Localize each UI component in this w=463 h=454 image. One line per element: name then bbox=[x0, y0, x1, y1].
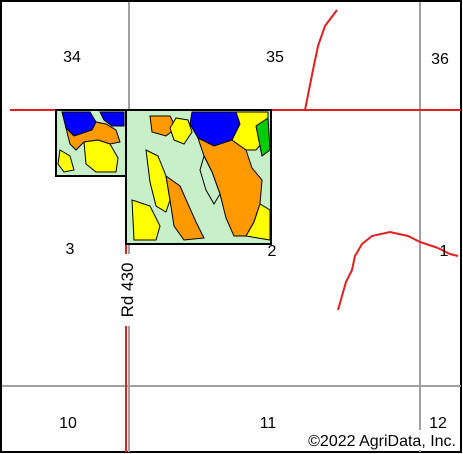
road-label-group: Rd 430 bbox=[117, 254, 137, 326]
section-label-3: 3 bbox=[66, 241, 75, 258]
section-label-1: 1 bbox=[440, 243, 449, 260]
soil-yellow-main-5 bbox=[245, 203, 271, 241]
soil-green-main bbox=[255, 117, 271, 157]
soil-blue-west-2 bbox=[99, 111, 125, 127]
soil-orange-west bbox=[65, 121, 121, 151]
section-label-11: 11 bbox=[260, 415, 277, 432]
road-label: Rd 430 bbox=[118, 263, 137, 318]
field-west bbox=[55, 109, 127, 177]
field-main bbox=[125, 109, 272, 245]
copyright-text: ©2022 AgriData, Inc. bbox=[308, 433, 456, 450]
copyright-bg bbox=[238, 430, 460, 450]
section-label-35: 35 bbox=[266, 49, 284, 66]
creek-north bbox=[304, 9, 338, 111]
soil-yellow-west-2 bbox=[57, 149, 75, 173]
section-label-36: 36 bbox=[431, 51, 449, 68]
road-label-bg bbox=[117, 254, 137, 326]
section-label-10: 10 bbox=[59, 415, 77, 432]
soil-yellow-main-4 bbox=[169, 117, 193, 145]
creek-east-tail bbox=[437, 247, 459, 257]
creek-east bbox=[337, 230, 439, 311]
soil-light-green-strip bbox=[199, 154, 221, 205]
soil-yellow-main-2 bbox=[145, 149, 171, 213]
soil-yellow-west bbox=[83, 139, 119, 173]
section-label-34: 34 bbox=[63, 49, 81, 66]
section-label-2: 2 bbox=[268, 243, 277, 260]
section-label-12: 12 bbox=[429, 415, 447, 432]
soil-orange-main-3 bbox=[165, 174, 205, 241]
soil-yellow-main-3 bbox=[131, 199, 161, 241]
